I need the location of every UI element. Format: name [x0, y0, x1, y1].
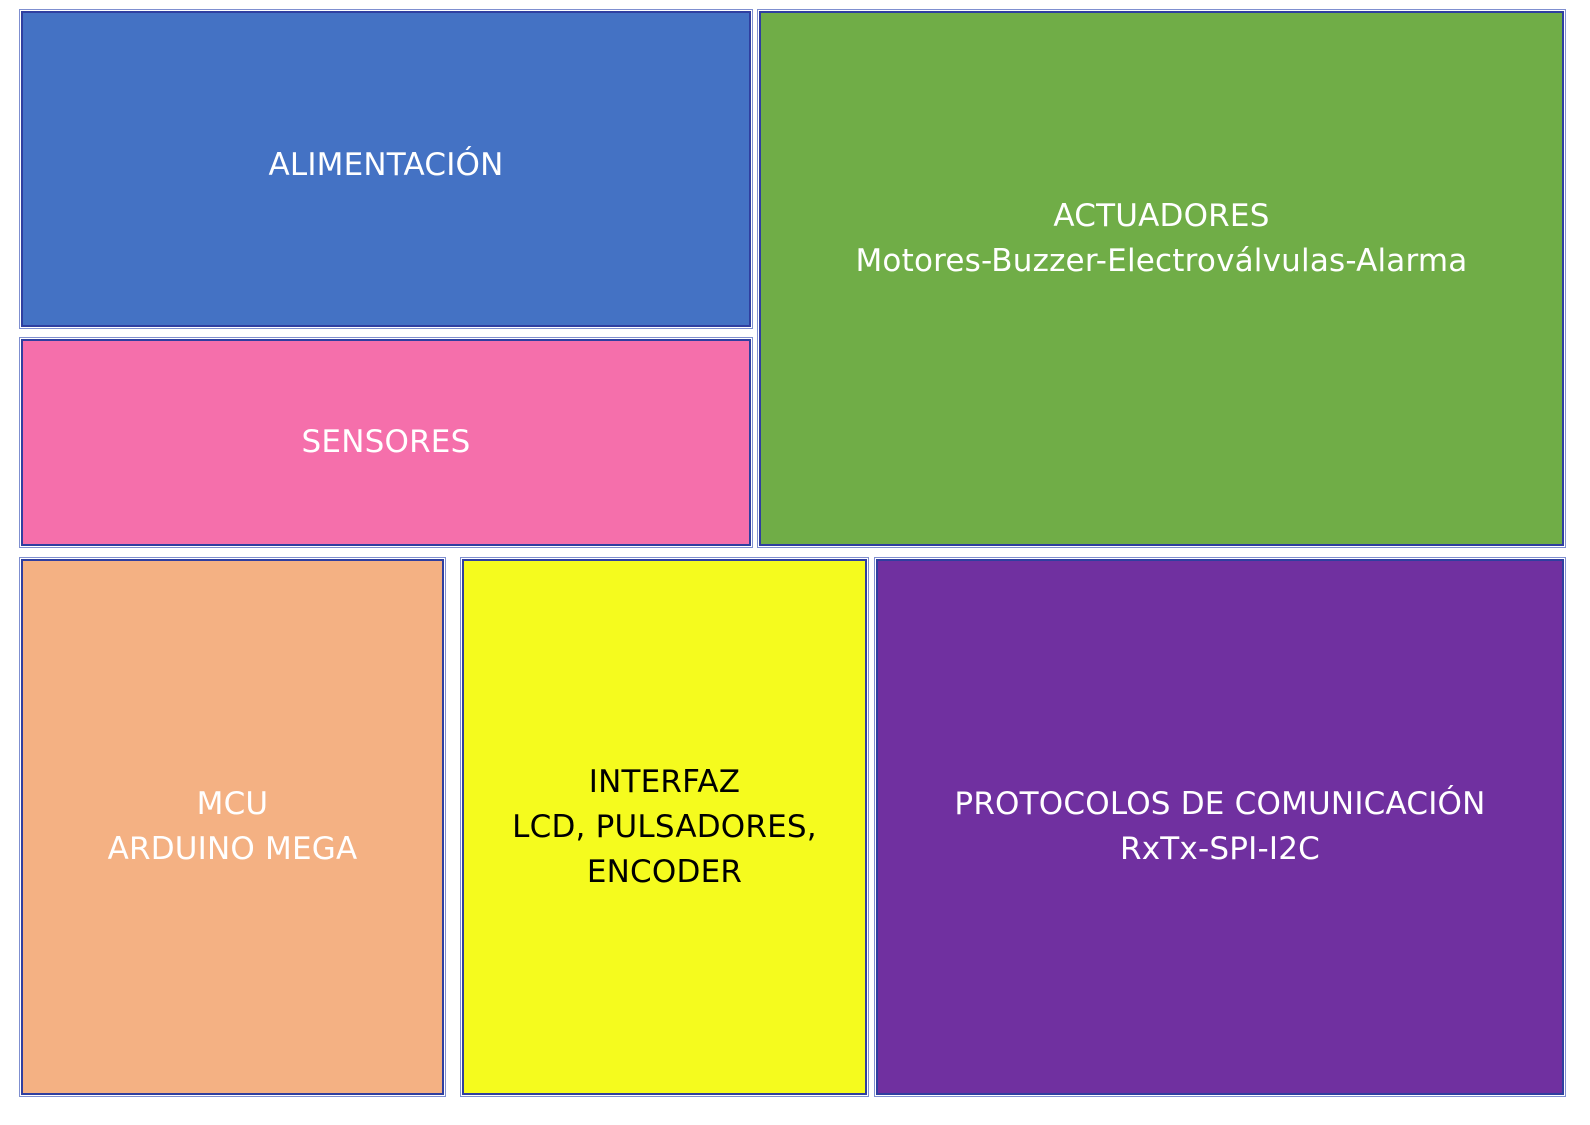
interfaz-label: INTERFAZ LCD, PULSADORES, ENCODER — [512, 760, 817, 895]
actuadores-label: ACTUADORES Motores-Buzzer-Electroválvula… — [855, 194, 1467, 284]
mcu-detail: ARDUINO MEGA — [107, 831, 358, 867]
alimentacion-title: ALIMENTACIÓN — [268, 146, 504, 183]
mcu-label: MCU ARDUINO MEGA — [108, 782, 358, 872]
protocolos-block: PROTOCOLOS DE COMUNICACIÓN RxTx-SPI-I2C — [874, 557, 1566, 1097]
interfaz-detail-1: LCD, PULSADORES, — [512, 808, 817, 845]
sensores-label: SENSORES — [302, 420, 471, 465]
protocolos-detail: RxTx-SPI-I2C — [1120, 831, 1320, 867]
alimentacion-label: ALIMENTACIÓN — [268, 143, 503, 188]
sensores-block: SENSORES — [19, 337, 753, 548]
actuadores-detail: Motores-Buzzer-Electroválvulas-Alarma — [855, 242, 1468, 279]
interfaz-detail-2: ENCODER — [586, 853, 743, 890]
interfaz-title: INTERFAZ — [588, 763, 741, 800]
sensores-title: SENSORES — [301, 424, 471, 460]
protocolos-label: PROTOCOLOS DE COMUNICACIÓN RxTx-SPI-I2C — [954, 782, 1485, 872]
interfaz-block: INTERFAZ LCD, PULSADORES, ENCODER — [460, 557, 869, 1097]
mcu-block: MCU ARDUINO MEGA — [19, 557, 446, 1097]
mcu-title: MCU — [196, 786, 269, 822]
alimentacion-block: ALIMENTACIÓN — [19, 9, 753, 329]
actuadores-block: ACTUADORES Motores-Buzzer-Electroválvula… — [757, 9, 1566, 548]
actuadores-title: ACTUADORES — [1053, 197, 1270, 234]
protocolos-title: PROTOCOLOS DE COMUNICACIÓN — [954, 786, 1486, 822]
